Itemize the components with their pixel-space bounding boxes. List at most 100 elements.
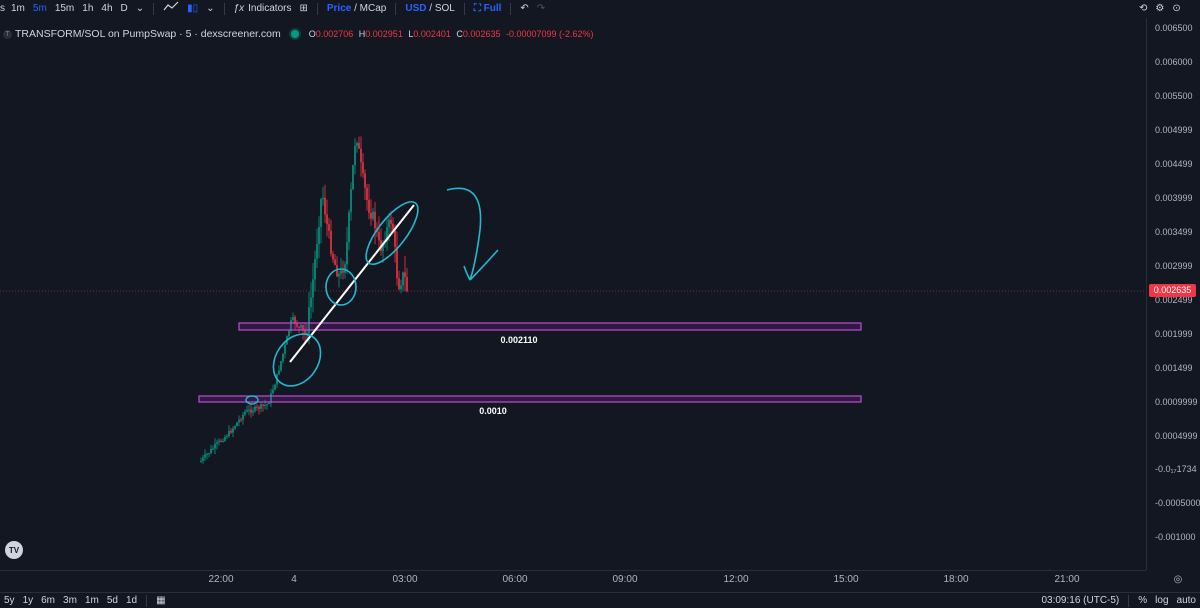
snapshot-icon[interactable]: ⟲ xyxy=(1139,3,1148,14)
layout-grid-icon[interactable]: ⊞ xyxy=(299,3,308,14)
range-6m[interactable]: 6m xyxy=(41,594,56,606)
candle-body xyxy=(400,285,402,290)
candle-body xyxy=(240,419,242,421)
candle-body xyxy=(292,317,294,321)
live-status-icon xyxy=(290,30,299,38)
support-zone-upper[interactable] xyxy=(238,322,862,331)
candlestick-chart[interactable] xyxy=(0,0,1146,570)
interval-5m[interactable]: 5m xyxy=(32,3,47,14)
interval-d[interactable]: D xyxy=(120,3,128,14)
candle-body xyxy=(250,409,252,413)
candle-body xyxy=(278,370,280,375)
percent-toggle[interactable]: % xyxy=(1138,594,1148,606)
currency-toggle[interactable]: USD / SOL xyxy=(401,0,458,18)
tradingview-logo[interactable]: TV xyxy=(5,541,23,559)
annotation-circle[interactable] xyxy=(264,325,331,395)
annotation-circle[interactable] xyxy=(325,268,357,306)
candle-body xyxy=(394,230,396,247)
candle-body xyxy=(324,197,326,215)
clock[interactable]: 03:09:16 (UTC-5) xyxy=(1041,594,1120,606)
range-5y[interactable]: 5y xyxy=(4,594,15,606)
candle-body xyxy=(236,422,238,427)
line-chart-icon[interactable] xyxy=(159,0,183,19)
annotation-circle[interactable] xyxy=(358,194,427,271)
fullscreen-button[interactable]: ⛶ Full xyxy=(470,0,506,18)
candle-body xyxy=(258,406,260,409)
interval-1h[interactable]: 1h xyxy=(82,3,94,14)
candle-body xyxy=(224,436,226,441)
ohlc-open-key: O xyxy=(308,29,316,39)
candle-body xyxy=(304,329,306,334)
undo-icon[interactable]: ↶ xyxy=(520,3,529,14)
candle-body xyxy=(296,323,298,327)
candle-body xyxy=(272,389,274,394)
chevron-down-icon[interactable]: ⌄ xyxy=(206,3,215,14)
candle-body xyxy=(314,258,316,280)
price-tick: 0.002999 xyxy=(1155,261,1193,271)
trend-line[interactable] xyxy=(289,204,415,363)
candle-body xyxy=(262,404,264,406)
slash: / xyxy=(354,3,357,14)
candle-body xyxy=(360,148,362,163)
candle-body xyxy=(202,457,204,461)
candle-body xyxy=(218,440,220,443)
calendar-icon[interactable]: ▦ xyxy=(156,594,166,606)
bottom-bar: 5y 1y 6m 3m 1m 5d 1d ▦ 03:09:16 (UTC-5) … xyxy=(0,592,1200,608)
log-toggle[interactable]: log xyxy=(1155,594,1169,606)
candle-body xyxy=(298,326,300,328)
price-tick: 0.006000 xyxy=(1155,57,1193,67)
support-zone-lower[interactable] xyxy=(198,395,862,403)
slash: / xyxy=(429,3,433,14)
range-1d[interactable]: 1d xyxy=(125,594,138,606)
indicators-button[interactable]: ƒx Indicators xyxy=(230,0,296,18)
price-mcap-toggle[interactable]: Price / MCap xyxy=(323,0,391,18)
candle-body xyxy=(302,324,304,330)
time-axis[interactable]: 22:00 4 03:00 06:00 09:00 12:00 15:00 18… xyxy=(0,570,1182,589)
interval-4h[interactable]: 4h xyxy=(101,3,113,14)
divider xyxy=(146,594,148,607)
divider xyxy=(223,3,225,15)
candle-body xyxy=(242,414,244,420)
axis-settings-icon[interactable]: ◎ xyxy=(1173,574,1183,585)
current-price-badge: 0.002635 xyxy=(1149,284,1196,297)
price-tick: -0.0005000 xyxy=(1155,498,1200,508)
gear-icon[interactable]: ⚙ xyxy=(1155,3,1165,14)
chevron-down-icon[interactable]: ⌄ xyxy=(135,3,145,14)
annotation-circle[interactable] xyxy=(245,395,259,405)
candle-body xyxy=(246,410,248,412)
candle-body xyxy=(282,353,284,362)
candle-body xyxy=(312,279,314,298)
price-axis[interactable]: 0.006500 0.006000 0.005500 0.004999 0.00… xyxy=(1146,18,1200,570)
candle-body xyxy=(354,145,356,166)
camera-icon[interactable]: ⊙ xyxy=(1172,3,1181,14)
redo-icon[interactable]: ↷ xyxy=(536,3,546,14)
candle-body xyxy=(392,223,394,231)
candle-body xyxy=(390,219,392,224)
interval-15m[interactable]: 15m xyxy=(54,3,75,14)
interval-partial[interactable]: s xyxy=(0,3,5,14)
candle-body xyxy=(370,212,372,219)
range-1m[interactable]: 1m xyxy=(84,594,99,606)
candle-body xyxy=(214,443,216,449)
candle-body xyxy=(310,297,312,308)
candle-body xyxy=(318,226,320,245)
range-3m[interactable]: 3m xyxy=(63,594,77,606)
interval-1m[interactable]: 1m xyxy=(11,3,25,14)
time-tick: 4 xyxy=(291,574,297,585)
down-arrow-annotation[interactable] xyxy=(446,187,499,281)
candle-body xyxy=(308,307,310,334)
range-1y[interactable]: 1y xyxy=(22,594,34,606)
candle-body xyxy=(382,242,384,252)
candles-icon[interactable]: ▮▯ xyxy=(187,3,199,14)
candle-body xyxy=(256,406,258,408)
candle-body xyxy=(328,224,330,231)
auto-toggle[interactable]: auto xyxy=(1176,594,1196,606)
ohlc-open: 0.002706 xyxy=(315,29,354,39)
candle-body xyxy=(340,270,342,274)
price-tick: 0.003499 xyxy=(1155,227,1193,237)
candle-body xyxy=(200,460,202,462)
candle-body xyxy=(366,187,368,200)
fullscreen-icon: ⛶ xyxy=(473,3,481,14)
candle-body xyxy=(228,430,230,437)
range-5d[interactable]: 5d xyxy=(106,594,118,606)
